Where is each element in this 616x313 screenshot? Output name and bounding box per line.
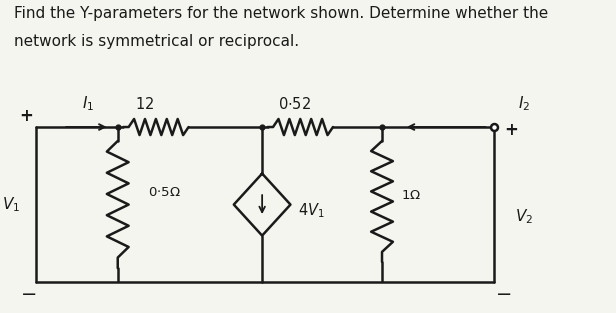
Text: $V_2$: $V_2$	[514, 208, 533, 226]
Text: $4V_1$: $4V_1$	[298, 202, 325, 220]
Text: −: −	[496, 285, 513, 304]
Text: $I_2$: $I_2$	[517, 95, 530, 113]
Text: $1\Omega$: $1\Omega$	[401, 189, 421, 202]
Text: $V_1$: $V_1$	[2, 195, 20, 214]
Text: $0{\cdot}5\Omega$: $0{\cdot}5\Omega$	[148, 186, 180, 199]
Text: $I_1$: $I_1$	[82, 95, 94, 113]
Text: $1 2$: $1 2$	[136, 96, 155, 112]
Text: −: −	[22, 285, 38, 304]
Text: network is symmetrical or reciprocal.: network is symmetrical or reciprocal.	[14, 34, 299, 49]
Text: +: +	[19, 107, 33, 126]
Text: $0{\cdot}5 2$: $0{\cdot}5 2$	[278, 96, 312, 112]
Text: Find the Y-parameters for the network shown. Determine whether the: Find the Y-parameters for the network sh…	[14, 6, 548, 21]
Text: +: +	[505, 121, 519, 139]
